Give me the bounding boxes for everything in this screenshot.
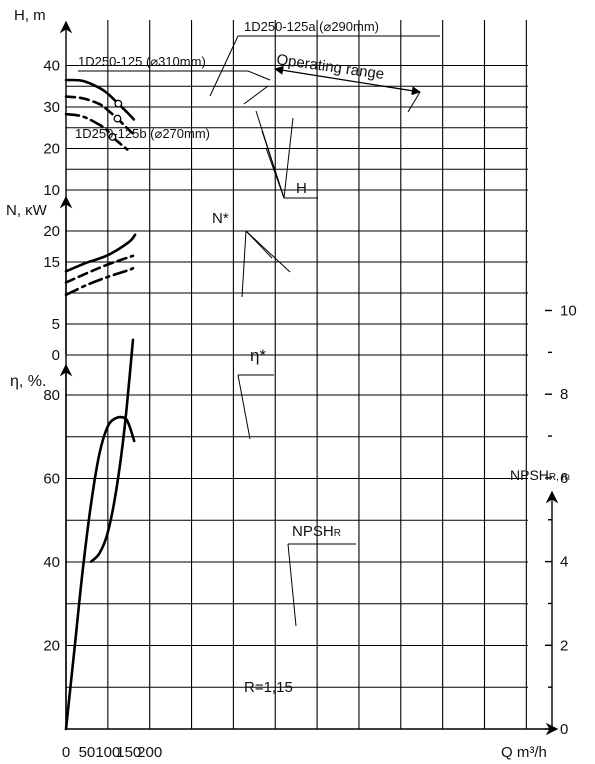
y-axis-label-power: N, κW [6,202,48,219]
grid [66,20,528,729]
x-tick-label: 50 [79,744,96,761]
x-tick-label: 150 [116,744,141,761]
npsh-tick-label: 6 [560,470,568,487]
x-tick-label: 0 [62,744,70,761]
operating-point [113,114,122,123]
axes [59,20,559,736]
y-tick-label: 20 [43,638,60,655]
npsh-callout-sub: R [334,528,341,539]
x-tick-label: 100 [95,744,120,761]
curves [64,35,440,731]
leader-efficiency [237,374,251,440]
y-tick-label: 40 [43,58,60,75]
efficiency-curve [64,415,136,731]
head-curve [64,112,131,152]
x-axis-label: Q m³/h [501,744,547,761]
leader-head [265,147,285,199]
y-tick-label: 20 [43,141,60,158]
leader-power [241,230,247,298]
leader-left-label [78,70,271,81]
operating-point [108,132,117,141]
label-1d250-125a: 1D250-125a (⌀290mm) [244,19,379,34]
power-curve [64,266,135,297]
y-tick-label: 40 [43,554,60,571]
power-callout: N* [212,210,229,227]
y-tick-label: 10 [43,182,60,199]
efficiency-curve [89,338,135,563]
x-tick-label: 200 [137,744,162,761]
y-tick-label: 0 [52,347,60,364]
npsh-tick-label: 10 [560,303,577,320]
head-curve [64,78,136,121]
y-tick-label: 60 [43,471,60,488]
label-1d250-125: 1D250-125 (⌀310mm) [78,54,206,69]
label-1d250-125b: 1D250-125b (⌀270mm) [75,126,210,141]
leader-top-label [209,35,239,97]
head-curve [64,95,136,136]
npsh-tick-label: 0 [560,721,568,738]
npsh-axis-label-sub: R, m [549,472,570,483]
npsh-callout: NPSHR [292,523,341,540]
npsh-tick-label: 4 [560,554,568,571]
leader-head [283,117,294,199]
y-tick-label: 15 [43,254,60,271]
operating-point [114,99,123,108]
y-tick-label: 30 [43,99,60,116]
power-curve [64,254,135,284]
ratio-label: R=1,15 [244,679,293,696]
y-axis-label-efficiency: η, %. [10,373,46,390]
leader-power [245,230,291,273]
y-tick-label: 80 [43,387,60,404]
efficiency-callout: η* [250,346,266,365]
operating-range-arrow [274,65,421,96]
npsh-tick-label: 8 [560,386,568,403]
leader-npsh [287,543,297,627]
operating-range-tick [407,91,421,113]
y-tick-label: 5 [52,316,60,333]
operating-range-tick [243,85,269,105]
npsh-tick-label: 2 [560,637,568,654]
power-curve [64,233,137,273]
y-tick-label: 20 [43,223,60,240]
head-callout: H [296,180,307,197]
y-axis-label-head: H, m [14,7,46,24]
